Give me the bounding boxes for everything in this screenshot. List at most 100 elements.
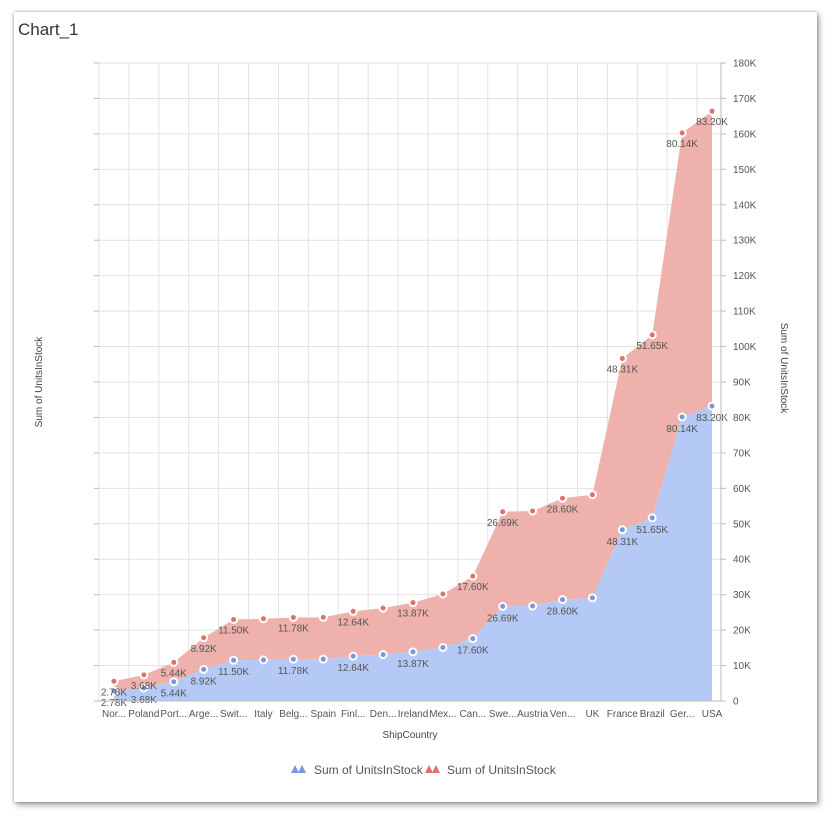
y-tick-label: 130K [733, 236, 757, 247]
y-tick-label: 10K [733, 661, 751, 672]
x-tick-label: Can... [459, 709, 486, 720]
y-tick-label: 80K [733, 413, 751, 424]
series-1-area [113, 406, 713, 701]
series-1-point [707, 401, 717, 411]
series-2-point [707, 106, 717, 116]
series-2-data-label: 80.14K [666, 139, 698, 150]
series-1-data-label: 48.31K [606, 537, 638, 548]
series-1-data-label: 28.60K [547, 607, 579, 618]
y-tick-label: 30K [733, 590, 751, 601]
x-tick-label: Mex... [429, 709, 456, 720]
axes: 0 10K 20K 30K 40K 50K 60K 70K 80K 90K 100K 110K 120K… [94, 59, 757, 720]
y-tick-label: 20K [733, 626, 751, 637]
series-2-data-label: 12.64K [337, 617, 369, 628]
chart-card: Chart_1 2.78K 2.78K 3.68K 3.68K 5.44K 5.44K 8.… [14, 12, 817, 802]
series-2-data-label: 51.65K [636, 341, 668, 352]
series-1-data-label: 11.50K [218, 667, 249, 678]
series-1-point [288, 654, 298, 664]
y-tick-label: 150K [733, 165, 757, 176]
legend-item-1[interactable]: Sum of UnitsInStock [291, 763, 424, 777]
x-tick-label: Nor... [102, 709, 126, 720]
series-2-area [113, 111, 713, 692]
series-1-point [408, 647, 418, 657]
series-2-data-label: 11.78K [278, 623, 309, 634]
x-tick-label: Finl... [341, 709, 365, 720]
x-tick-label: USA [702, 709, 723, 720]
x-tick-label: Port... [160, 709, 187, 720]
x-tick-label: Swe... [489, 709, 517, 720]
y-tick-label: 60K [733, 484, 751, 495]
x-tick-label: Den... [370, 709, 397, 720]
series-2-point [498, 507, 508, 517]
x-tick-label: Ger... [670, 709, 694, 720]
series-1-point [139, 683, 149, 693]
series-2-point [288, 612, 298, 622]
y-tick-label: 70K [733, 448, 751, 459]
series-2-point [558, 493, 568, 503]
series-2-data-label: 26.69K [487, 518, 519, 529]
series-markers [109, 106, 717, 696]
x-tick-label: Poland [128, 709, 159, 720]
series-1-point [498, 601, 508, 611]
series-1-point [438, 642, 448, 652]
legend: Sum of UnitsInStock Sum of UnitsInStock [291, 763, 557, 777]
y-tick-label: 140K [733, 200, 757, 211]
series-1-point [617, 525, 627, 535]
y-tick-label: 160K [733, 129, 757, 140]
series-2-data-label: 83.20K [696, 117, 728, 128]
series-areas [113, 111, 713, 701]
series-1-point [229, 655, 239, 665]
series-2-point [617, 354, 627, 364]
series-1-data-label: 12.64K [337, 663, 369, 674]
series-2-data-label: 3.68K [131, 681, 157, 692]
legend-label-1: Sum of UnitsInStock [314, 763, 424, 777]
series-1-point [258, 655, 268, 665]
series-2-data-label: 48.31K [606, 365, 638, 376]
series-2-point [348, 606, 358, 616]
series-1-point [109, 686, 119, 696]
gridlines [98, 62, 721, 702]
y-tick-label: 170K [733, 94, 757, 105]
legend-marker-2b [432, 765, 440, 773]
series-1-data-label: 51.65K [636, 525, 668, 536]
x-tick-label: UK [585, 709, 599, 720]
series-2-point [229, 614, 239, 624]
series-1-point [558, 595, 568, 605]
series-2-point [139, 670, 149, 680]
legend-item-2[interactable]: Sum of UnitsInStock [425, 763, 557, 777]
series-2-point [677, 128, 687, 138]
x-tick-label: Ven... [550, 709, 576, 720]
series-2-point [528, 506, 538, 516]
series-2-data-label: 17.60K [457, 582, 489, 593]
y-tick-label: 110K [733, 307, 756, 318]
series-2-data-label: 11.50K [218, 625, 249, 636]
x-tick-label: Brazil [640, 709, 665, 720]
series-2-point [109, 676, 119, 686]
series-1-point [378, 650, 388, 660]
x-tick-label: Austria [517, 709, 549, 720]
series-2-point [587, 490, 597, 500]
x-tick-label: Spain [310, 709, 336, 720]
legend-marker-1 [291, 765, 299, 773]
series-1-point [169, 677, 179, 687]
series-1-point [348, 651, 358, 661]
series-2-data-label: 13.87K [397, 609, 429, 620]
series-1-point [318, 654, 328, 664]
series-1-point [677, 412, 687, 422]
series-1-data-label: 2.78K [101, 698, 127, 709]
y2-axis-title: Sum of UnitsInStock [778, 323, 789, 415]
x-tick-label: France [607, 709, 639, 720]
x-tick-label: Arge... [189, 709, 218, 720]
series-1-point [468, 634, 478, 644]
series-1-data-label: 8.92K [191, 676, 217, 687]
series-2-data-label: 2.78K [101, 687, 127, 698]
series-1-point [528, 601, 538, 611]
series-1-data-label: 26.69K [487, 613, 519, 624]
chart-title: Chart_1 [18, 20, 79, 39]
legend-label-2: Sum of UnitsInStock [447, 763, 557, 777]
series-1-data-label: 83.20K [696, 413, 728, 424]
series-2-point [378, 603, 388, 613]
series-1-data-label: 80.14K [666, 424, 698, 435]
